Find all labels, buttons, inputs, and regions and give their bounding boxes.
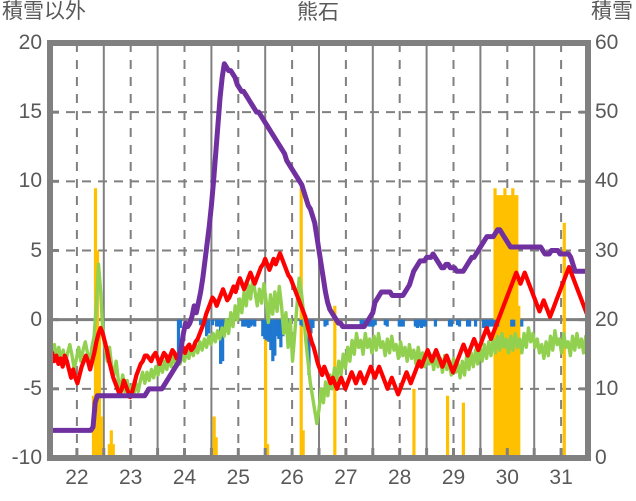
- y-tick-left-6: -10: [11, 446, 42, 469]
- x-tick-3: 25: [226, 466, 250, 489]
- y-tick-left-0: 20: [18, 31, 42, 54]
- page-title: 熊石: [297, 1, 339, 24]
- x-tick-6: 28: [388, 466, 412, 489]
- y-tick-left-3: 5: [30, 238, 42, 262]
- x-tick-1: 23: [119, 466, 143, 489]
- right-axis-title: 積雪: [591, 0, 633, 23]
- x-tick-8: 30: [495, 466, 519, 489]
- y-tick-right-0: 60: [595, 31, 619, 54]
- left-axis-title: 積雪以外: [2, 0, 86, 23]
- y-tick-right-4: 20: [595, 307, 619, 331]
- y-tick-right-5: 10: [595, 376, 619, 400]
- y-tick-left-5: -5: [23, 376, 42, 400]
- y-tick-right-1: 50: [595, 100, 619, 124]
- y-tick-right-2: 40: [595, 169, 619, 193]
- y-tick-right-6: 0: [595, 446, 607, 469]
- y-tick-left-2: 10: [18, 169, 42, 193]
- y-tick-right-3: 30: [595, 238, 619, 262]
- x-tick-2: 24: [172, 466, 197, 489]
- x-tick-5: 27: [334, 466, 358, 489]
- x-tick-7: 29: [441, 466, 466, 489]
- y-tick-left-1: 15: [18, 100, 42, 124]
- x-tick-9: 31: [549, 466, 573, 489]
- x-tick-0: 22: [65, 466, 89, 489]
- y-tick-left-4: 0: [30, 307, 42, 331]
- x-tick-4: 26: [280, 466, 304, 489]
